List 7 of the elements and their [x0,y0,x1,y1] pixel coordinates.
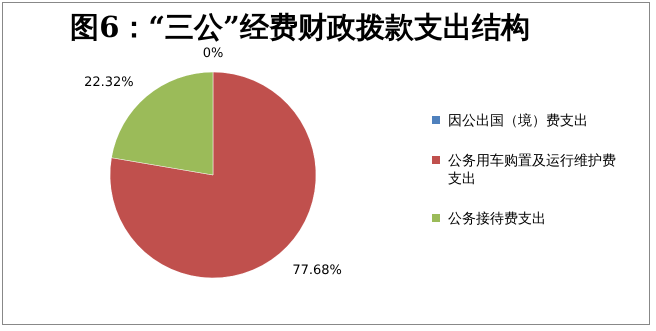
legend-label: 公务接待费支出 [448,211,546,227]
data-label: 77.68% [292,262,342,278]
data-label: 22.32% [84,75,134,90]
text: 0% [202,46,224,61]
legend-label: 因公出国（境）费支出 [448,113,588,129]
chart-title: 图6：“三公”经费财政拨款支出结构 [69,10,531,44]
legend-label: 公务用车购置及运行维护费支出 [448,153,616,187]
